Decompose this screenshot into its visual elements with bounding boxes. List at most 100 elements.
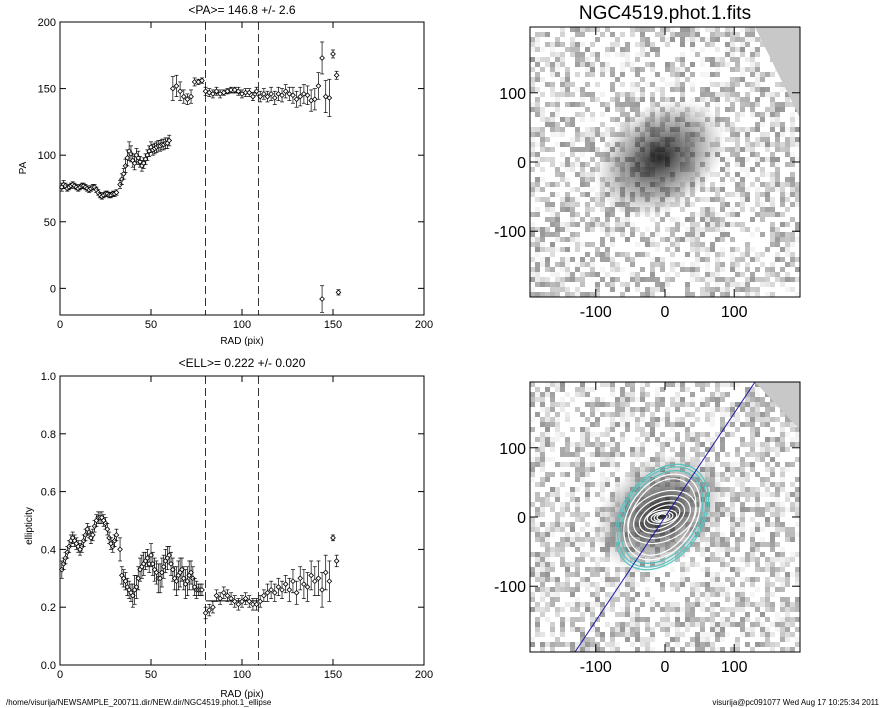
noise-pixel: [590, 292, 595, 297]
noise-pixel: [630, 447, 635, 452]
noise-pixel: [610, 412, 615, 417]
noise-pixel: [755, 137, 760, 142]
noise-pixel: [565, 122, 570, 127]
noise-pixel: [690, 232, 695, 237]
noise-pixel: [715, 532, 720, 537]
noise-pixel: [560, 237, 565, 242]
noise-pixel: [745, 42, 750, 47]
noise-pixel: [565, 117, 570, 122]
noise-pixel: [555, 112, 560, 117]
noise-pixel: [585, 82, 590, 87]
noise-pixel: [725, 562, 730, 567]
noise-pixel: [675, 622, 680, 627]
noise-pixel: [620, 292, 625, 297]
noise-pixel: [670, 237, 675, 242]
noise-pixel: [755, 557, 760, 562]
noise-pixel: [610, 457, 615, 462]
noise-pixel: [755, 507, 760, 512]
noise-pixel: [570, 397, 575, 402]
noise-pixel: [770, 457, 775, 462]
noise-pixel: [580, 637, 585, 642]
noise-pixel: [545, 442, 550, 447]
noise-pixel: [640, 602, 645, 607]
noise-pixel: [760, 202, 765, 207]
noise-pixel: [765, 407, 770, 412]
noise-pixel: [550, 602, 555, 607]
noise-pixel: [775, 622, 780, 627]
noise-pixel: [545, 57, 550, 62]
noise-pixel: [770, 542, 775, 547]
noise-pixel: [725, 617, 730, 622]
noise-pixel: [770, 142, 775, 147]
noise-pixel: [575, 562, 580, 567]
noise-pixel: [730, 522, 735, 527]
x-tick-label: 100: [721, 659, 748, 676]
noise-pixel: [790, 422, 795, 427]
noise-pixel: [710, 607, 715, 612]
noise-pixel: [555, 582, 560, 587]
noise-pixel: [620, 402, 625, 407]
noise-pixel: [700, 197, 705, 202]
noise-pixel: [530, 82, 535, 87]
noise-pixel: [740, 472, 745, 477]
noise-pixel: [590, 387, 595, 392]
noise-pixel: [735, 287, 740, 292]
noise-pixel: [610, 67, 615, 72]
noise-pixel: [765, 107, 770, 112]
noise-pixel: [630, 572, 635, 577]
noise-pixel: [715, 82, 720, 87]
noise-pixel: [720, 57, 725, 62]
noise-pixel: [775, 137, 780, 142]
noise-pixel: [545, 552, 550, 557]
noise-pixel: [770, 157, 775, 162]
noise-pixel: [585, 492, 590, 497]
noise-pixel: [610, 582, 615, 587]
noise-pixel: [705, 382, 710, 387]
noise-pixel: [540, 587, 545, 592]
noise-pixel: [715, 407, 720, 412]
noise-pixel: [740, 72, 745, 77]
noise-pixel: [555, 122, 560, 127]
noise-pixel: [635, 647, 640, 652]
noise-pixel: [700, 212, 705, 217]
noise-pixel: [620, 592, 625, 597]
noise-pixel: [770, 197, 775, 202]
noise-pixel: [770, 102, 775, 107]
noise-pixel: [540, 582, 545, 587]
noise-pixel: [770, 282, 775, 287]
noise-pixel: [615, 422, 620, 427]
noise-pixel: [775, 447, 780, 452]
noise-pixel: [695, 227, 700, 232]
noise-pixel: [565, 177, 570, 182]
noise-pixel: [750, 452, 755, 457]
data-point: [120, 170, 127, 177]
noise-pixel: [750, 102, 755, 107]
noise-pixel: [715, 252, 720, 257]
noise-pixel: [775, 122, 780, 127]
noise-pixel: [615, 117, 620, 122]
noise-pixel: [625, 397, 630, 402]
noise-pixel: [775, 187, 780, 192]
noise-pixel: [750, 167, 755, 172]
noise-pixel: [540, 452, 545, 457]
noise-pixel: [535, 512, 540, 517]
noise-pixel: [720, 647, 725, 652]
noise-pixel: [680, 647, 685, 652]
noise-pixel: [700, 432, 705, 437]
noise-pixel: [715, 647, 720, 652]
noise-pixel: [635, 422, 640, 427]
noise-pixel: [780, 617, 785, 622]
noise-pixel: [585, 532, 590, 537]
noise-pixel: [725, 622, 730, 627]
noise-pixel: [695, 32, 700, 37]
noise-pixel: [625, 392, 630, 397]
noise-pixel: [530, 187, 535, 192]
noise-pixel: [590, 72, 595, 77]
noise-pixel: [550, 547, 555, 552]
noise-pixel: [610, 117, 615, 122]
noise-pixel: [755, 292, 760, 297]
noise-pixel: [550, 52, 555, 57]
noise-pixel: [750, 442, 755, 447]
noise-pixel: [680, 607, 685, 612]
noise-pixel: [625, 52, 630, 57]
